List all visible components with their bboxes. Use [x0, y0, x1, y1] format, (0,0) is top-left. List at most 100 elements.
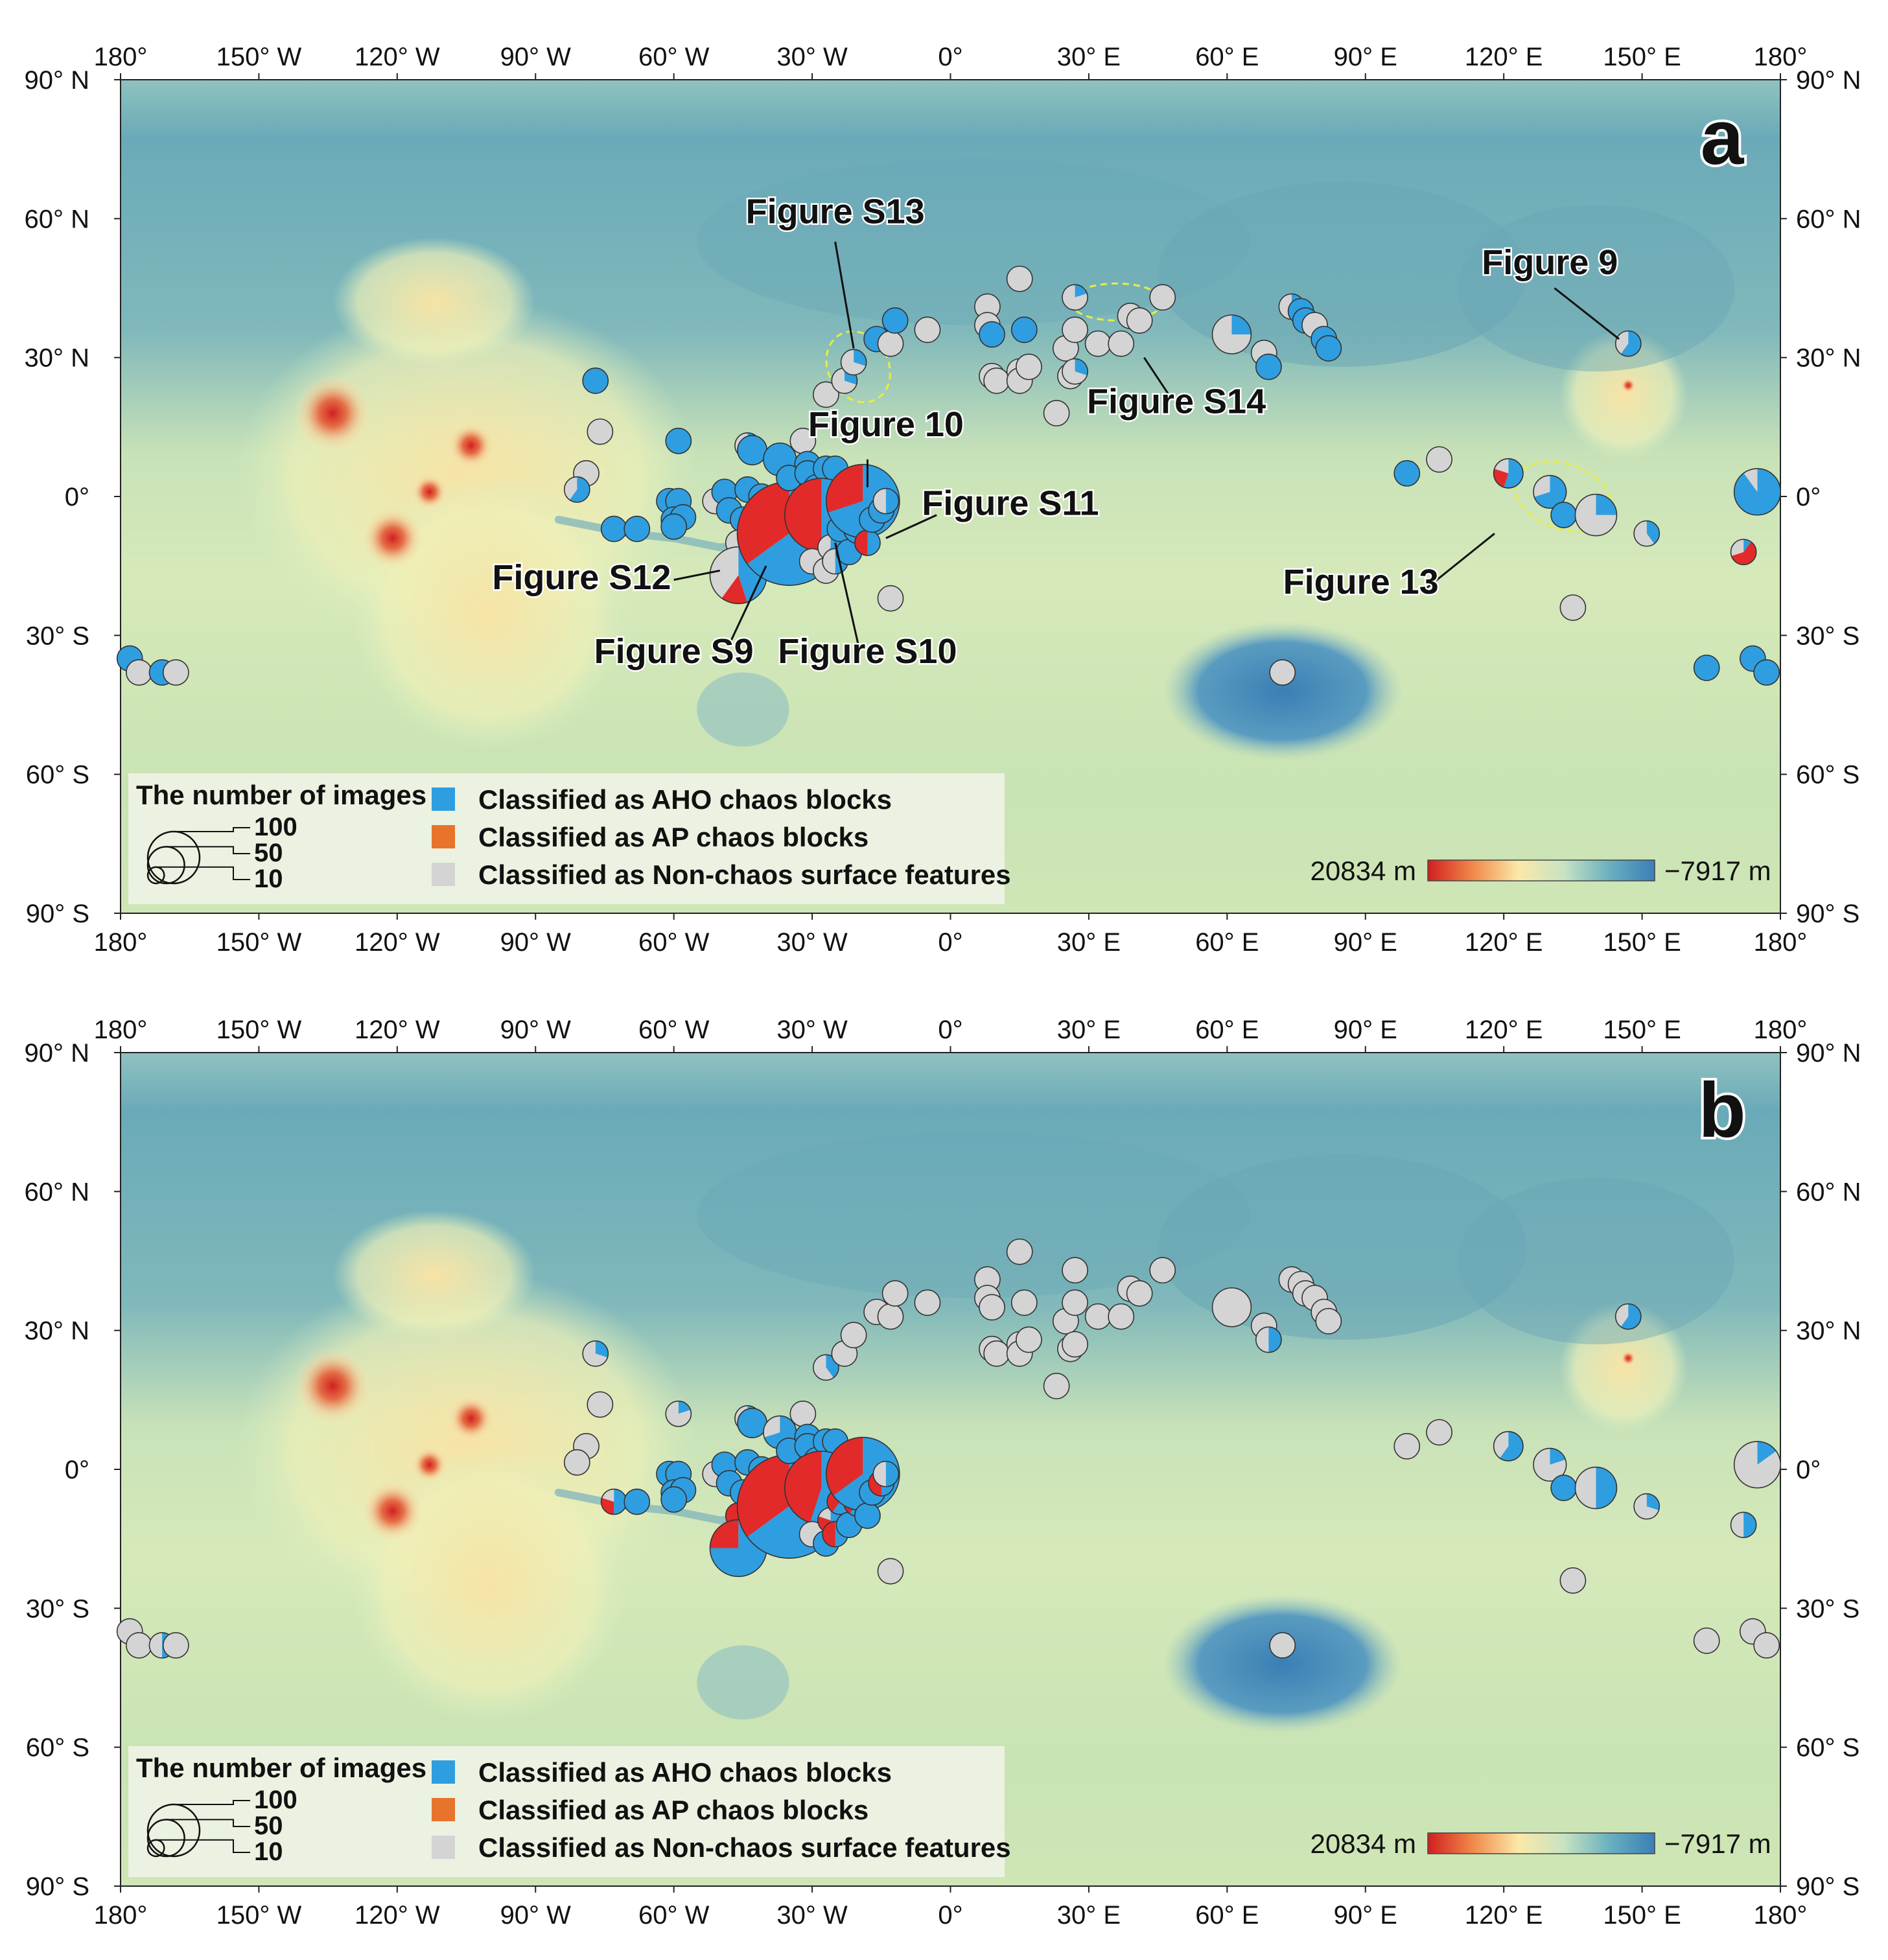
pie-slice	[1743, 539, 1751, 552]
pie-outline	[1269, 1632, 1296, 1659]
lon-tick-label-top: 120° W	[355, 43, 440, 71]
site-pie	[840, 349, 867, 376]
legend-swatch-non	[432, 863, 455, 886]
volcano-feature	[1620, 1350, 1637, 1366]
lat-tick-label-right: 60° N	[1796, 205, 1861, 233]
legend-category-label: Classified as AHO chaos blocks	[478, 784, 892, 815]
pie-outline	[914, 316, 941, 344]
pie-slice	[1075, 358, 1088, 376]
site-pie	[1062, 358, 1088, 385]
pie-outline	[1149, 1257, 1176, 1284]
pie-slice	[822, 548, 835, 574]
callout-label: Figure 13	[1283, 563, 1439, 601]
site-pie	[1633, 1493, 1661, 1520]
site-pie	[563, 476, 590, 503]
legend-size-value: 100	[254, 1786, 297, 1814]
pie-outline	[1733, 1441, 1782, 1489]
terrain-region	[1162, 621, 1403, 761]
pie-slice	[163, 1632, 189, 1659]
site-pie	[872, 487, 900, 515]
site-pie	[600, 515, 627, 542]
pie-slice	[163, 659, 189, 686]
pie-slice	[1108, 1303, 1134, 1329]
lon-tick-label-top: 90° W	[500, 43, 572, 71]
site-pie	[1693, 654, 1720, 681]
pie-slice	[1011, 1290, 1037, 1316]
lat-tick-label-left: 90° S	[26, 900, 89, 928]
site-pie	[1211, 314, 1252, 355]
pie-slice	[841, 349, 866, 375]
site-pie	[914, 316, 941, 344]
pie-slice	[1743, 469, 1758, 492]
lon-tick-label-top: 90° W	[500, 1016, 572, 1044]
site-pie	[1062, 316, 1088, 344]
pie-outline	[1753, 659, 1780, 686]
lon-tick-label-bottom: 60° E	[1195, 928, 1259, 957]
site-pie	[1084, 330, 1112, 357]
pie-outline	[1559, 1567, 1587, 1594]
pie-slice	[826, 1437, 863, 1496]
lon-tick-label-top: 30° E	[1057, 43, 1121, 71]
pie-slice	[1270, 659, 1296, 686]
site-pie	[1426, 1419, 1452, 1446]
pie-slice	[1534, 475, 1567, 509]
callout-label: Figure 10	[808, 405, 964, 444]
terrain-region	[697, 1645, 789, 1720]
terrain-region	[1158, 181, 1527, 367]
pie-slice	[661, 1486, 687, 1513]
site-markers	[116, 265, 1782, 686]
panels-root: 180° 180° 150° W 150° W 120° W 120° W 90° W 90°…	[25, 43, 1861, 1930]
pie-slice	[790, 1401, 816, 1427]
lon-tick-label-bottom: 180°	[1754, 1901, 1808, 1930]
pie-slice	[583, 1340, 608, 1366]
pie-slice	[126, 659, 152, 686]
pie-outline	[563, 1449, 590, 1476]
pie-slice	[564, 476, 577, 500]
pie-slice	[1150, 285, 1176, 310]
pie-slice	[1551, 1475, 1577, 1501]
legend-category-label: Classified as Non-chaos surface features	[478, 859, 1011, 890]
pie-slice	[984, 368, 1010, 393]
pie-slice	[666, 1401, 692, 1427]
pie-outline	[1693, 1627, 1720, 1654]
site-pie	[1493, 1430, 1524, 1462]
site-pie	[1633, 520, 1661, 547]
legend-size-leader	[174, 827, 250, 832]
pie-outline	[1149, 284, 1176, 311]
site-pie	[872, 1460, 900, 1488]
legend-background	[128, 1746, 1005, 1877]
lon-tick-label-top: 30° W	[776, 1016, 848, 1044]
site-pie	[1753, 1632, 1780, 1659]
pie-outline	[1255, 353, 1282, 380]
pie-slice	[878, 1303, 903, 1329]
pie-outline	[979, 321, 1005, 348]
pie-slice	[1426, 1419, 1452, 1445]
site-pie	[660, 513, 688, 540]
site-pie	[1108, 330, 1135, 357]
site-pie	[1733, 468, 1782, 516]
pie-slice	[614, 1489, 627, 1515]
pie-outline	[1574, 493, 1618, 537]
pie-slice	[666, 428, 692, 454]
pie-outline	[1733, 468, 1782, 516]
pie-slice	[710, 1519, 739, 1548]
pie-outline	[582, 1340, 609, 1367]
site-pie	[983, 367, 1010, 394]
site-pie	[983, 1340, 1010, 1367]
pie-slice	[763, 1416, 780, 1438]
pie-slice	[569, 476, 590, 502]
volcano-feature	[294, 1347, 372, 1425]
pie-slice	[678, 1401, 691, 1414]
pie-slice	[601, 516, 627, 542]
site-pie	[1255, 353, 1282, 380]
site-markers	[116, 1238, 1782, 1659]
pie-slice	[564, 1449, 590, 1475]
lat-tick-label-left: 30° S	[26, 622, 89, 650]
legend-size-leader	[156, 866, 250, 880]
legend-swatch-ap	[432, 825, 455, 848]
pie-outline	[1614, 1303, 1642, 1330]
colorbar-max-label: 20834 m	[1311, 856, 1416, 886]
legend-category-label: Classified as AP chaos blocks	[478, 822, 868, 852]
lat-tick-label-left: 90° N	[25, 1039, 90, 1068]
